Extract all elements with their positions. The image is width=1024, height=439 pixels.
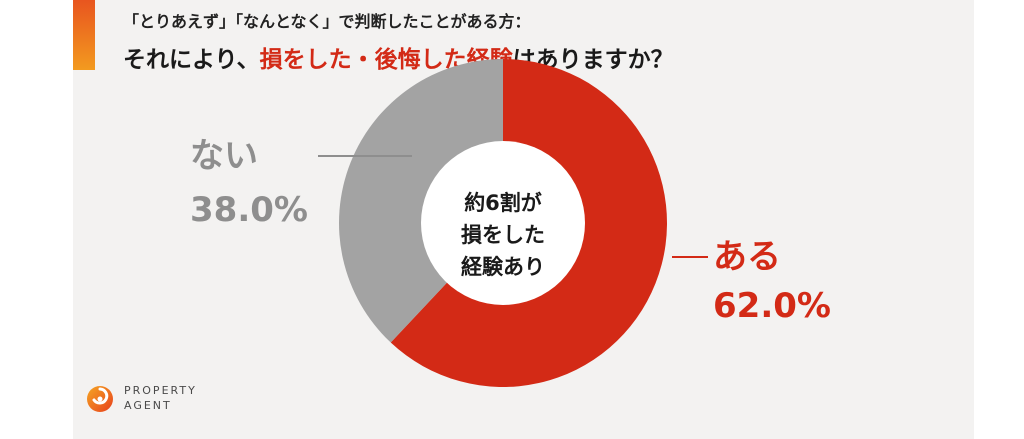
accent-bar [73, 0, 95, 70]
logo-text: PROPERTY AGENT [124, 383, 197, 413]
logo-line-1: PROPERTY [124, 384, 197, 397]
title-pre: それにより、 [123, 47, 260, 73]
slice-value-nai: 38.0% [190, 190, 308, 230]
slice-label-nai: ない [190, 136, 258, 176]
center-text-line-2: 損をした [461, 223, 545, 247]
center-text-line-1: 約6割が [464, 191, 542, 215]
logo-line-2: AGENT [124, 399, 172, 412]
subtitle: 「とりあえず」「なんとなく」で判断したことがある方： [123, 12, 531, 31]
property-agent-logo-icon [87, 386, 113, 412]
donut-slice-nai [339, 59, 503, 343]
center-text-line-3: 経験あり [461, 255, 545, 279]
property-agent-logo: PROPERTY AGENT [84, 380, 224, 416]
slice-value-aru: 62.0% [713, 286, 831, 326]
donut-hole [421, 141, 585, 305]
slice-label-aru: ある [713, 237, 781, 277]
